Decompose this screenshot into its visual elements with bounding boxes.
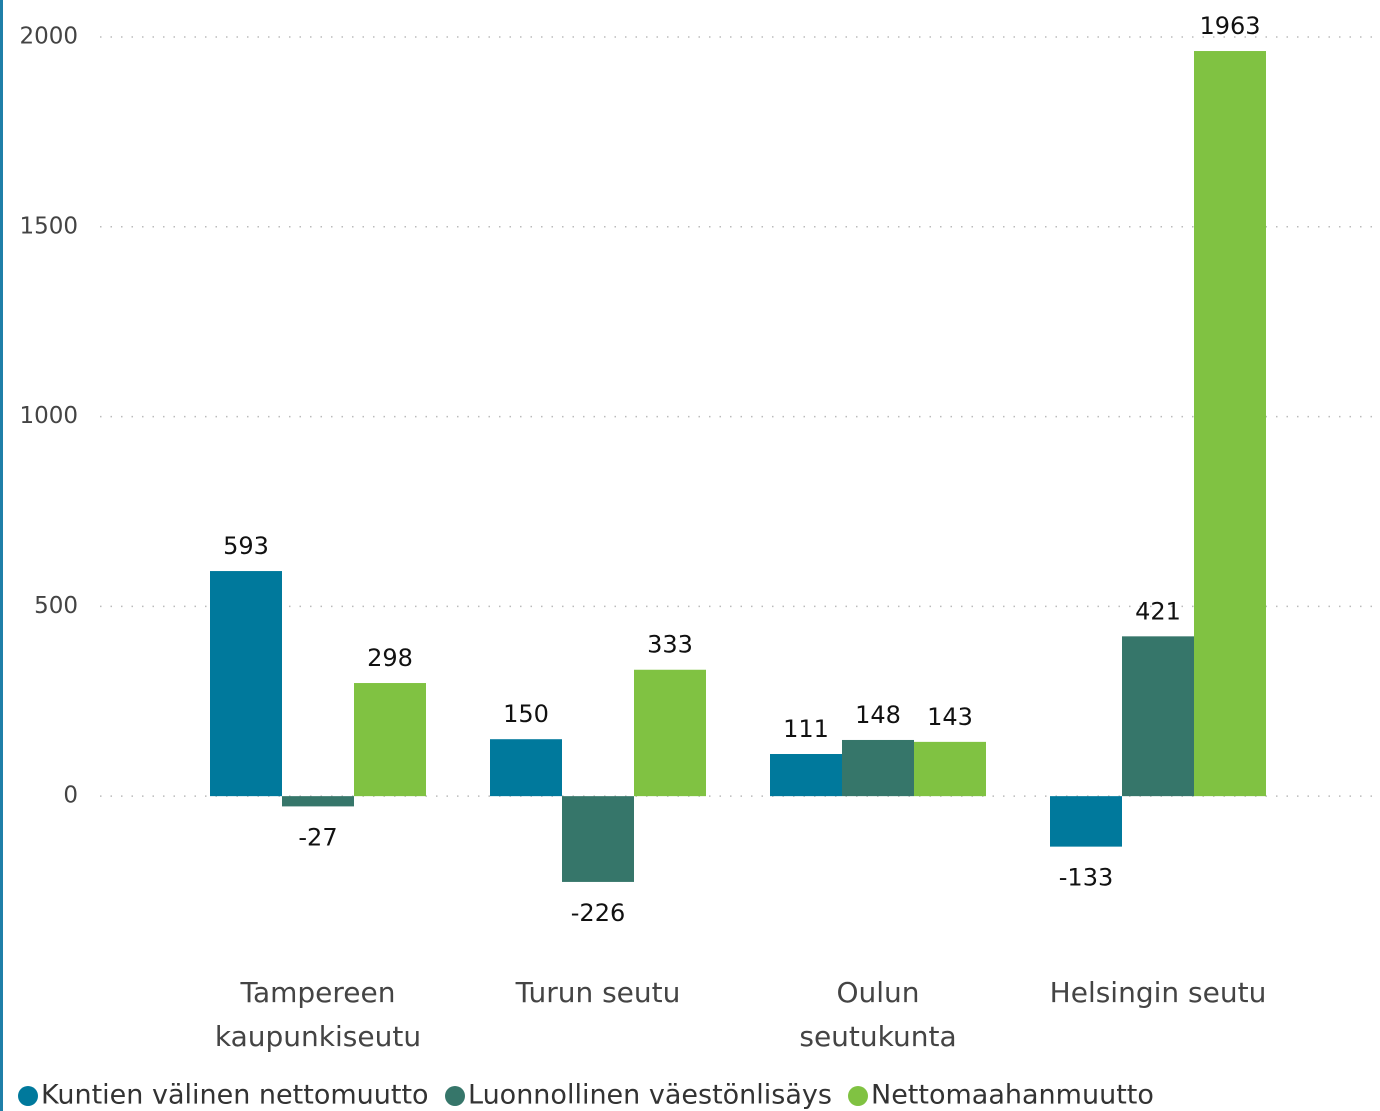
bar <box>1122 636 1194 797</box>
bar <box>490 739 562 797</box>
value-label: -133 <box>1059 864 1113 892</box>
y-tick-label: 500 <box>34 593 78 619</box>
y-tick-label: 1000 <box>19 403 78 429</box>
bar <box>634 669 706 797</box>
value-label: 111 <box>783 715 829 743</box>
bar <box>562 796 634 882</box>
value-label: -226 <box>571 899 625 927</box>
legend-marker <box>18 1086 38 1106</box>
bar <box>282 796 354 807</box>
y-tick-label: 0 <box>63 783 78 809</box>
bar <box>842 739 914 797</box>
value-label: 421 <box>1135 597 1181 625</box>
legend-marker <box>445 1086 465 1106</box>
y-tick-label: 1500 <box>19 213 78 239</box>
x-tick-label: Helsingin seutu <box>1050 976 1267 1009</box>
left-border <box>0 0 3 1111</box>
bar <box>354 683 426 797</box>
value-label: 298 <box>367 644 413 672</box>
value-label: 1963 <box>1199 12 1260 40</box>
legend-label: Kuntien välinen nettomuutto <box>41 1080 429 1111</box>
x-tick-label: Turun seutu <box>515 976 681 1009</box>
y-tick-label: 2000 <box>19 23 78 49</box>
bar <box>914 741 986 797</box>
value-label: -27 <box>298 823 337 851</box>
legend-marker <box>848 1086 868 1106</box>
bar <box>1050 796 1122 847</box>
value-label: 148 <box>855 701 901 729</box>
value-label: 333 <box>647 631 693 659</box>
bar <box>1194 51 1266 797</box>
bar <box>210 571 282 797</box>
x-tick-label: Tampereen kaupunkiseutu <box>215 976 421 1053</box>
bar <box>770 754 842 797</box>
value-label: 593 <box>223 532 269 560</box>
legend-label: Nettomaahanmuutto <box>871 1080 1154 1111</box>
value-label: 150 <box>503 700 549 728</box>
legend-label: Luonnollinen väestönlisäys <box>468 1080 832 1111</box>
value-label: 143 <box>927 703 973 731</box>
x-tick-label: Oulun seutukunta <box>799 976 956 1053</box>
